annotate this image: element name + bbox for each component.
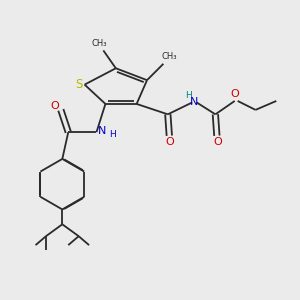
Text: O: O	[50, 101, 59, 111]
Text: H: H	[110, 130, 116, 139]
Text: S: S	[76, 77, 83, 91]
Text: O: O	[213, 137, 222, 147]
Text: N: N	[190, 97, 198, 107]
Text: N: N	[98, 126, 106, 136]
Text: H: H	[185, 91, 192, 100]
Text: CH₃: CH₃	[92, 38, 107, 47]
Text: O: O	[166, 137, 174, 147]
Text: CH₃: CH₃	[162, 52, 177, 62]
Text: O: O	[230, 89, 239, 99]
